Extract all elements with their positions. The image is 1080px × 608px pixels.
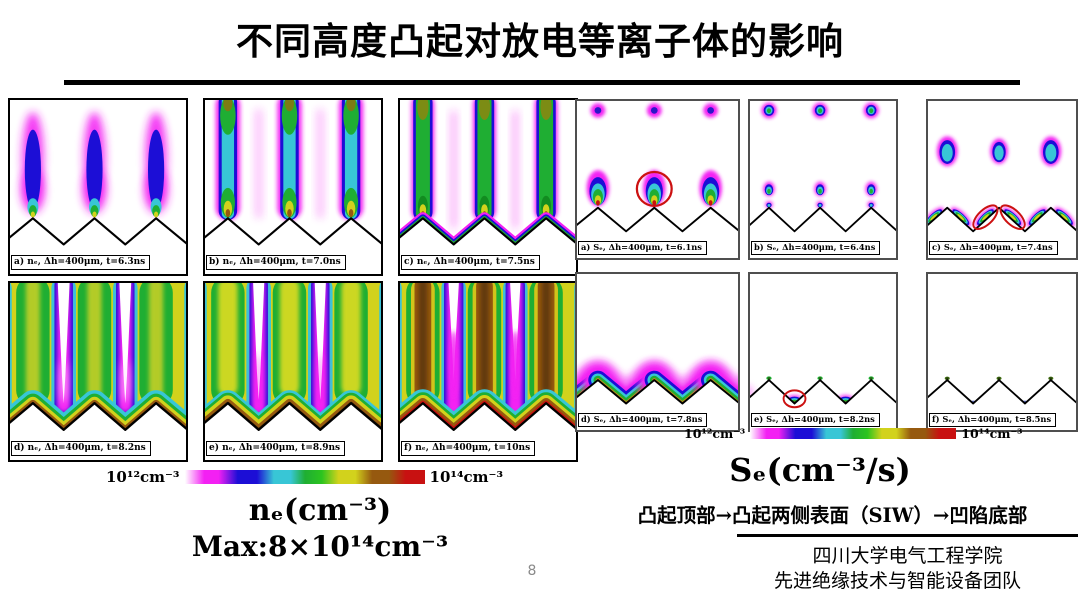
panel-label: e) nₑ, Δh=400μm, t=8.9ns [206, 440, 346, 456]
contour-plot [205, 100, 381, 274]
ne-panel-f: f) nₑ, Δh=400μm, t=10ns [398, 281, 578, 462]
contour-plot [577, 103, 738, 258]
contour-plot [10, 112, 186, 274]
title-underline [64, 80, 1020, 85]
se-panel-c: c) Sₑ, Δh=400μm, t=7.4ns [926, 99, 1078, 260]
panel-label: d) Sₑ, Δh=400μm, t=7.8ns [578, 412, 708, 427]
page-number: 8 [527, 563, 537, 579]
ne-panel-c: c) nₑ, Δh=400μm, t=7.5ns [398, 98, 578, 276]
se-panel-f: f) Sₑ, Δh=400μm, t=8.5ns [926, 272, 1078, 432]
se-colorbar-min-label: 10¹²cm⁻³ [684, 426, 746, 441]
ne-panel-a: a) nₑ, Δh=400μm, t=6.3ns [8, 98, 188, 276]
contour-plot [400, 283, 576, 460]
slide-title: 不同高度凸起对放电等离子体的影响 [236, 19, 844, 63]
footer-divider [737, 534, 1078, 537]
panel-label: c) nₑ, Δh=400μm, t=7.5ns [401, 254, 540, 270]
se-colorbar: 10¹²cm⁻³ 10¹⁴cm⁻³ [684, 426, 1023, 441]
ne-colorbar-gradient [184, 470, 425, 484]
ne-colorbar-max-label: 10¹⁴cm⁻³ [429, 468, 504, 486]
ne-panel-b: b) nₑ, Δh=400μm, t=7.0ns [203, 98, 383, 276]
contour-plot [928, 136, 1076, 258]
panel-label: d) nₑ, Δh=400μm, t=8.2ns [11, 440, 151, 456]
contour-plot [400, 100, 576, 274]
se-panel-e: e) Sₑ, Δh=400μm, t=8.2ns [748, 272, 898, 432]
ne-panel-d: d) nₑ, Δh=400μm, t=8.2ns [8, 281, 188, 462]
se-panel-b: b) Sₑ, Δh=400μm, t=6.4ns [748, 99, 898, 260]
se-panel-a: a) Sₑ, Δh=400μm, t=6.1ns [575, 99, 740, 260]
se-panel-d: d) Sₑ, Δh=400μm, t=7.8ns [575, 272, 740, 432]
panel-label: a) nₑ, Δh=400μm, t=6.3ns [11, 254, 151, 270]
se-colorbar-gradient [750, 428, 957, 439]
panel-label: f) nₑ, Δh=400μm, t=10ns [401, 440, 536, 456]
ne-max-caption: Max:8×10¹⁴cm⁻³ [191, 530, 449, 563]
contour-plot [750, 102, 896, 258]
contour-plot [10, 283, 186, 460]
panel-label: b) Sₑ, Δh=400μm, t=6.4ns [751, 240, 881, 255]
contour-plot [750, 376, 896, 430]
panel-label: b) nₑ, Δh=400μm, t=7.0ns [206, 254, 346, 270]
panel-label: f) Sₑ, Δh=400μm, t=8.5ns [929, 412, 1057, 427]
panel-label: a) Sₑ, Δh=400μm, t=6.1ns [578, 240, 707, 255]
se-colorbar-max-label: 10¹⁴cm⁻³ [961, 426, 1023, 441]
contour-plot [928, 376, 1076, 430]
se-quantity-caption: Sₑ(cm⁻³/s) [729, 451, 911, 489]
mechanism-note: 凸起顶部→凸起两侧表面（SIW）→凹陷底部 [637, 504, 1028, 527]
ne-quantity-caption: nₑ(cm⁻³) [248, 493, 392, 528]
contour-plot [205, 283, 381, 460]
institution-line1: 四川大学电气工程学院 [812, 545, 1003, 567]
contour-plot [577, 361, 738, 430]
institution-line2: 先进绝缘技术与智能设备团队 [773, 570, 1021, 592]
panel-label: e) Sₑ, Δh=400μm, t=8.2ns [751, 412, 880, 427]
panel-label: c) Sₑ, Δh=400μm, t=7.4ns [929, 240, 1058, 255]
ne-colorbar-min-label: 10¹²cm⁻³ [106, 468, 180, 486]
ne-panel-e: e) nₑ, Δh=400μm, t=8.9ns [203, 281, 383, 462]
ne-colorbar: 10¹²cm⁻³ 10¹⁴cm⁻³ [106, 468, 503, 486]
